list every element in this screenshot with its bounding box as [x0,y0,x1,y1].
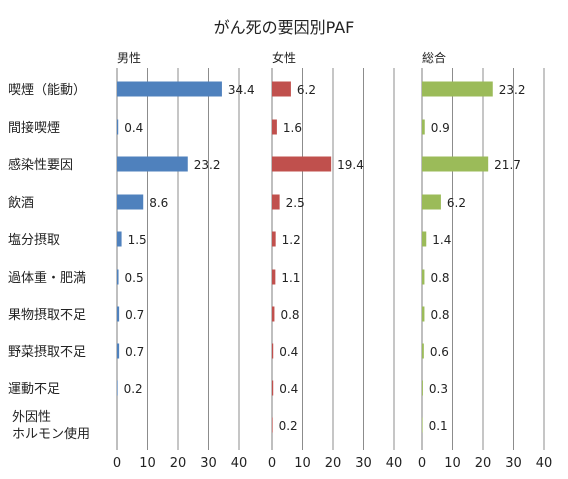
category-label: 外因性ホルモン使用 [12,410,90,442]
panel-label: 女性 [272,50,296,65]
category-label: 過体重・肥満 [8,270,86,286]
bar [422,380,423,396]
tick-label: 20 [170,456,187,471]
data-label: 1.1 [281,271,300,285]
tick-label: 10 [139,456,156,471]
tick-label: 0 [268,456,276,471]
category-label: 果物摂取不足 [8,307,86,323]
data-label: 2.5 [286,196,305,210]
bar [422,194,441,210]
bar [117,343,120,359]
data-label: 34.4 [228,83,255,97]
data-label: 23.2 [194,158,221,172]
bar [117,231,122,247]
panel-label: 男性 [117,51,141,65]
data-label: 6.2 [447,196,466,210]
tick-label: 30 [200,456,217,471]
data-label: 0.4 [279,345,298,359]
data-label: 0.7 [125,345,144,359]
bar [422,269,425,285]
bar [422,306,425,322]
category-label: 塩分摂取 [8,232,60,248]
tick-label: 30 [505,456,522,471]
data-label: 1.6 [283,121,302,135]
bar [117,269,119,285]
tick-label: 20 [475,456,492,471]
bar [272,119,277,135]
data-label: 0.8 [430,308,449,322]
data-label: 0.5 [125,271,144,285]
data-label: 1.4 [432,233,451,247]
data-label: 0.9 [431,121,450,135]
data-label: 0.6 [430,345,449,359]
bar [272,156,332,172]
bar [272,231,276,247]
data-label: 0.3 [429,382,448,396]
bar [272,194,280,210]
bar [117,306,120,322]
bar [117,119,119,135]
data-label: 1.5 [128,233,147,247]
bar [422,343,424,359]
data-label: 21.7 [494,158,521,172]
bar [422,119,425,135]
data-label: 19.4 [337,158,364,172]
bar [272,81,291,97]
bar [117,81,222,97]
tick-label: 40 [536,456,553,471]
bar [117,194,144,210]
category-label: 喫煙（能動） [8,83,86,98]
data-label: 1.2 [282,233,301,247]
bar [422,156,489,172]
category-label: 感染性要因 [8,157,73,173]
bar [272,269,276,285]
category-label: 間接喫煙 [8,120,60,136]
data-label: 6.2 [297,83,316,97]
bar [117,380,118,396]
bar [272,306,275,322]
data-label: 0.8 [280,308,299,322]
panel-label: 総合 [422,50,446,65]
data-label: 8.6 [149,196,168,210]
bar [272,343,274,359]
tick-label: 40 [231,456,248,471]
category-label: 飲酒 [8,195,34,211]
tick-label: 10 [294,456,311,471]
data-label: 0.4 [124,121,143,135]
data-label: 0.2 [124,382,143,396]
tick-label: 10 [444,456,461,471]
chart-title: がん死の要因別PAF [214,18,355,37]
data-label: 0.8 [430,271,449,285]
tick-label: 0 [113,456,121,471]
bar [422,231,427,247]
data-label: 0.7 [125,308,144,322]
data-label: 23.2 [499,83,526,97]
tick-label: 0 [418,456,426,471]
bar [117,156,188,172]
data-label: 0.4 [279,382,298,396]
data-label: 0.2 [279,419,298,433]
tick-label: 20 [325,456,342,471]
category-label: 運動不足 [8,382,60,397]
bar [422,81,493,97]
category-label: 野菜摂取不足 [8,344,86,360]
data-label: 0.1 [429,419,448,433]
tick-label: 40 [386,456,403,471]
tick-label: 30 [355,456,372,471]
bar [272,417,273,433]
bar [422,417,423,433]
bar [272,380,274,396]
